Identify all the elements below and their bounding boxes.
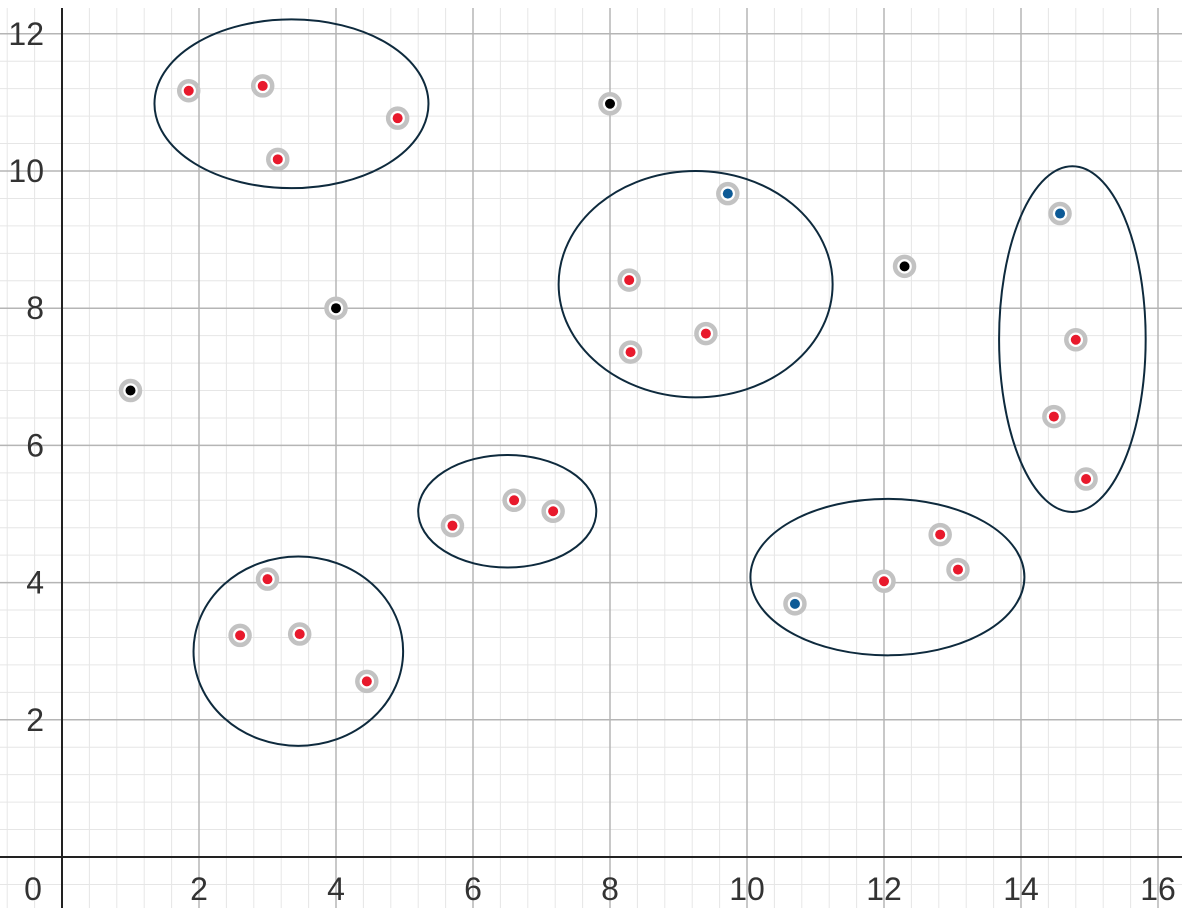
x-tick-label: 0 — [24, 871, 42, 907]
point-dot — [361, 676, 372, 687]
point-dot — [605, 98, 615, 109]
cluster-ellipses — [153, 18, 1147, 747]
axes — [0, 8, 1182, 908]
point-dot — [183, 85, 194, 96]
data-point-red — [617, 268, 641, 292]
point-dot — [392, 113, 403, 124]
major-grid — [0, 8, 1182, 908]
point-dot — [789, 598, 800, 609]
y-tick-label: 4 — [26, 565, 44, 601]
point-dot — [952, 564, 963, 575]
data-point-red — [440, 513, 465, 538]
point-dot — [1055, 208, 1066, 219]
data-point-blue — [716, 181, 740, 206]
point-dot — [1048, 411, 1059, 422]
data-point-red — [287, 622, 312, 646]
point-dot — [1070, 334, 1081, 345]
data-point-red — [1074, 467, 1098, 491]
data-point-red — [255, 567, 280, 591]
data-point-red — [385, 106, 410, 130]
point-dot — [509, 495, 520, 506]
data-point-red — [502, 488, 526, 513]
cluster-ellipse-2 — [557, 170, 834, 399]
data-point-red — [228, 623, 252, 648]
x-tick-label: 10 — [729, 871, 765, 907]
data-point-black — [598, 92, 622, 116]
x-tick-label: 2 — [190, 871, 208, 907]
y-tick-label: 10 — [8, 153, 44, 189]
data-point-red — [694, 321, 718, 346]
cluster-ellipse-1 — [153, 18, 430, 190]
data-point-red — [1042, 404, 1066, 429]
point-dot — [722, 188, 733, 199]
point-dot — [262, 574, 273, 585]
point-dot — [548, 506, 559, 517]
data-point-red — [928, 522, 952, 547]
y-tick-label: 6 — [26, 427, 44, 463]
minor-grid — [0, 8, 1182, 908]
data-point-red — [946, 557, 970, 582]
data-point-blue — [783, 592, 807, 616]
data-point-red — [618, 340, 643, 364]
tick-labels: 0 2 4 6 8 10 12 14 16 2 4 6 8 10 12 — [8, 16, 1175, 907]
data-point-black — [118, 378, 143, 403]
x-tick-label: 4 — [327, 871, 345, 907]
x-tick-label: 6 — [464, 871, 482, 907]
y-tick-label: 8 — [26, 290, 44, 326]
data-point-red — [355, 669, 379, 694]
data-point-red — [872, 569, 896, 593]
cluster-ellipse-6 — [998, 165, 1147, 513]
x-tick-label: 14 — [1003, 871, 1039, 907]
data-point-red — [1064, 328, 1088, 352]
data-point-black — [892, 254, 917, 279]
data-point-red — [541, 499, 565, 524]
data-point-red — [266, 147, 290, 172]
cluster-ellipse-4 — [192, 555, 405, 747]
data-point-red — [176, 78, 201, 103]
y-tick-label: 12 — [8, 16, 44, 52]
point-dot — [235, 630, 246, 641]
point-dot — [879, 576, 889, 587]
data-point-blue — [1048, 201, 1072, 226]
cluster-ellipse-3 — [417, 454, 598, 569]
point-dot — [935, 529, 946, 540]
point-dot — [331, 303, 341, 314]
x-tick-label: 16 — [1140, 871, 1176, 907]
data-point-red — [250, 74, 275, 98]
data-points — [118, 74, 1098, 694]
point-dot — [624, 275, 635, 286]
point-dot — [125, 385, 136, 396]
x-tick-label: 12 — [866, 871, 902, 907]
data-point-black — [324, 296, 348, 320]
point-dot — [1081, 474, 1092, 485]
y-tick-label: 2 — [26, 702, 44, 738]
point-dot — [625, 347, 636, 358]
cluster-ellipse-5 — [749, 497, 1026, 657]
point-dot — [447, 520, 458, 531]
point-dot — [899, 261, 910, 272]
point-dot — [700, 328, 711, 339]
point-dot — [257, 80, 268, 91]
point-dot — [272, 154, 283, 165]
x-tick-label: 8 — [601, 871, 619, 907]
point-dot — [294, 629, 305, 640]
